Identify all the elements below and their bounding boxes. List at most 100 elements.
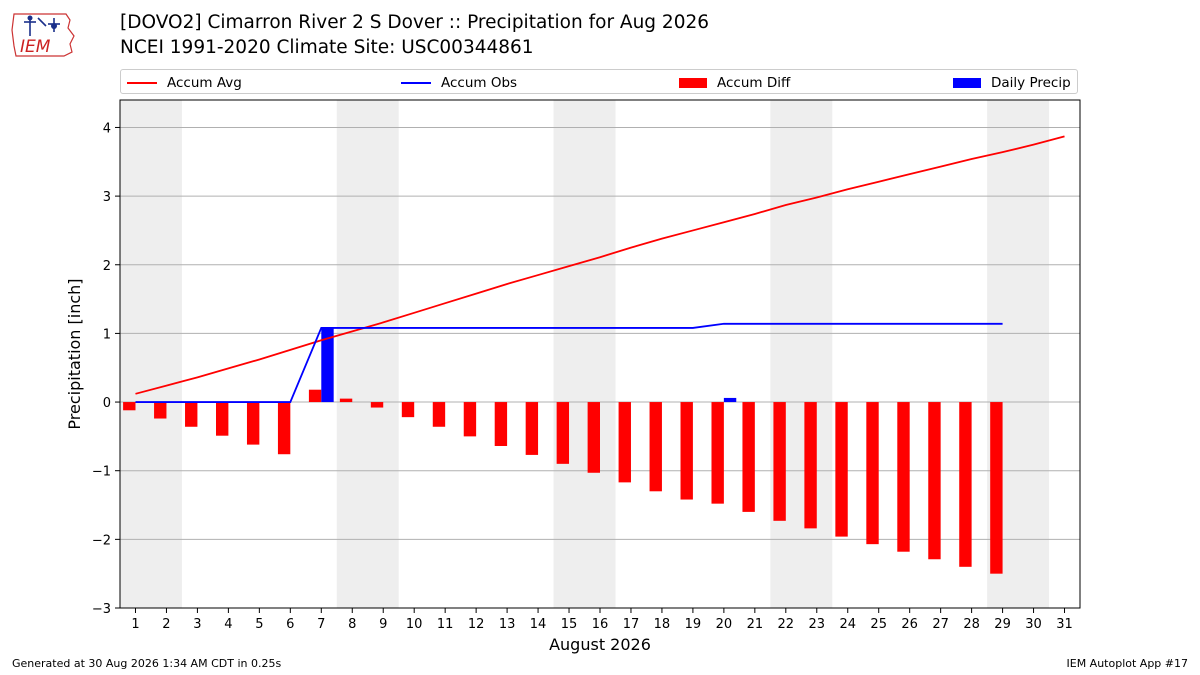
x-tick-label: 18: [654, 617, 671, 632]
x-tick-label: 17: [623, 617, 640, 632]
y-tick-label: 1: [103, 327, 111, 342]
y-tick-label: −2: [92, 533, 111, 548]
x-tick-label: 5: [255, 617, 263, 632]
daily-precip-bar: [723, 397, 737, 403]
accum-diff-bar: [742, 402, 755, 512]
x-tick-label: 27: [932, 617, 949, 632]
x-tick-label: 11: [437, 617, 454, 632]
x-tick-label: 4: [224, 617, 232, 632]
accum-diff-bar: [370, 402, 384, 408]
y-tick-label: −1: [92, 465, 111, 480]
accum-diff-bar: [216, 402, 229, 436]
legend-item-daily-precip: Daily Precip: [953, 70, 1071, 95]
accum-diff-bar: [773, 402, 786, 521]
line-marks: [135, 135, 1065, 403]
daily-precip-bar: [321, 327, 334, 403]
accum-diff-bar: [308, 389, 322, 403]
x-tick-label: 21: [747, 617, 764, 632]
chart-subtitle: NCEI 1991-2020 Climate Site: USC00344861: [120, 37, 534, 58]
x-tick-label: 14: [530, 617, 547, 632]
accum-diff-bar: [866, 402, 879, 545]
accum-diff-bar: [123, 402, 136, 411]
x-tick-label: 9: [379, 617, 387, 632]
legend-swatch-accum-diff: [679, 77, 707, 88]
y-tick-label: 0: [103, 396, 111, 411]
x-tick-label: 7: [317, 617, 325, 632]
weekend-band-2: [336, 100, 399, 608]
accum-diff-bar: [897, 402, 910, 552]
accum-diff-bar: [835, 402, 848, 537]
x-tick-label: 20: [716, 617, 733, 632]
accum-obs-line: [135, 322, 1003, 403]
x-tick-label: 25: [870, 617, 887, 632]
accum-diff-bar: [246, 402, 260, 445]
x-axis-label: August 2026: [549, 635, 651, 654]
accum-diff-bar: [154, 402, 167, 419]
y-tick-label: −3: [92, 602, 111, 617]
x-tick-label: 22: [778, 617, 795, 632]
legend-swatch-accum-avg: [127, 81, 157, 84]
chart-legend: Accum Avg Accum Obs Accum Diff Daily Pre…: [120, 69, 1078, 94]
x-tick-label: 29: [994, 617, 1011, 632]
legend-swatch-daily-precip: [953, 77, 981, 88]
x-tick-label: 30: [1025, 617, 1042, 632]
accum-diff-bar: [928, 402, 941, 560]
footer-generated-text: Generated at 30 Aug 2026 1:34 AM CDT in …: [12, 657, 282, 670]
x-tick-label: 31: [1056, 617, 1073, 632]
accum-diff-bar: [680, 402, 693, 500]
x-tick-label: 6: [286, 617, 294, 632]
x-tick-label: 16: [592, 617, 609, 632]
accum-diff-bar: [494, 402, 508, 446]
y-tick-label: 3: [103, 190, 111, 205]
weekend-band-3: [553, 100, 616, 608]
accum-diff-bar: [804, 402, 817, 529]
x-tick-label: 2: [162, 617, 170, 632]
accum-diff-bar: [618, 402, 631, 483]
x-tick-label: 3: [193, 617, 201, 632]
y-tick-label: 4: [103, 121, 111, 136]
weekend-band-1: [120, 100, 182, 608]
accum-diff-bar: [556, 402, 570, 464]
logo-text: IEM: [20, 37, 51, 57]
accum-diff-bar: [711, 402, 724, 504]
accum-diff-bar: [339, 398, 353, 403]
x-tick-label: 1: [131, 617, 139, 632]
accum-diff-bar: [587, 402, 600, 473]
x-tick-label: 8: [348, 617, 356, 632]
x-tick-label: 28: [963, 617, 980, 632]
y-tick-label: 2: [103, 259, 111, 274]
legend-label-accum-diff: Accum Diff: [717, 74, 791, 91]
iem-iowa-logo-icon: IEM: [11, 13, 75, 57]
bar-marks: [123, 327, 1003, 574]
accum-diff-bar: [990, 402, 1003, 574]
accum-diff-bar: [959, 402, 972, 567]
accum-diff-bar: [649, 402, 662, 492]
x-tick-label: 26: [901, 617, 918, 632]
x-tick-label: 12: [468, 617, 485, 632]
accum-avg-line: [135, 135, 1065, 395]
legend-label-accum-obs: Accum Obs: [441, 74, 518, 91]
x-tick-label: 23: [809, 617, 826, 632]
accum-diff-bar: [185, 402, 198, 427]
x-tick-label: 24: [839, 617, 856, 632]
y-axis-label: Precipitation [inch]: [65, 278, 84, 429]
weekend-band-4: [770, 100, 833, 608]
legend-item-accum-diff: Accum Diff: [679, 70, 790, 95]
legend-label-daily-precip: Daily Precip: [991, 74, 1071, 91]
legend-item-accum-avg: Accum Avg: [127, 70, 242, 95]
chart-title: [DOVO2] Cimarron River 2 S Dover :: Prec…: [120, 12, 710, 33]
accum-diff-bar: [463, 402, 477, 437]
footer-app-text: IEM Autoplot App #17: [1066, 657, 1189, 670]
accum-diff-bar: [277, 402, 291, 455]
legend-label-accum-avg: Accum Avg: [167, 74, 242, 91]
legend-swatch-accum-obs: [401, 81, 431, 84]
x-tick-label: 19: [685, 617, 702, 632]
x-tick-label: 13: [499, 617, 516, 632]
legend-item-accum-obs: Accum Obs: [401, 70, 517, 95]
accum-diff-bar: [525, 402, 539, 455]
accum-diff-bar: [432, 402, 446, 427]
x-tick-label: 15: [561, 617, 578, 632]
accum-diff-bar: [401, 402, 415, 418]
